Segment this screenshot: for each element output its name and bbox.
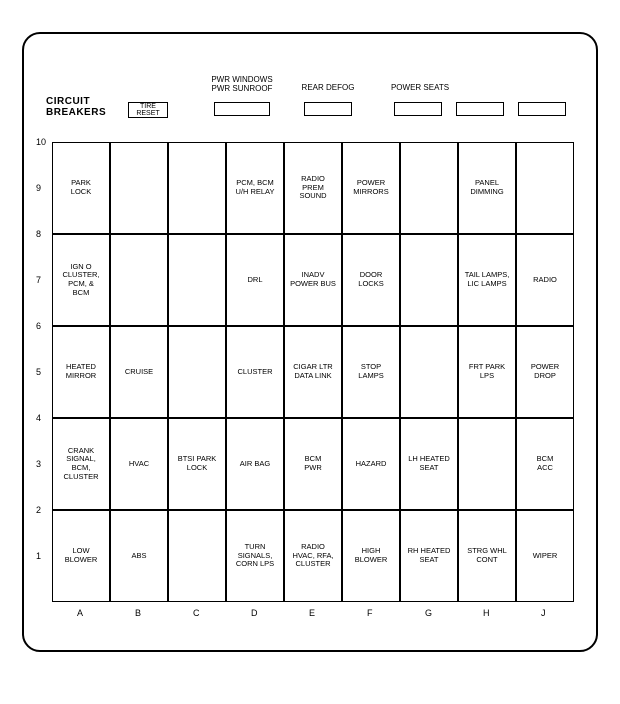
row-label: 7	[36, 275, 41, 285]
fuse-cell: CLUSTER	[226, 326, 284, 418]
fuse-cell: RADIO HVAC, RFA, CLUSTER	[284, 510, 342, 602]
col-label: G	[425, 608, 432, 618]
col-label: E	[309, 608, 315, 618]
breaker-box	[304, 102, 352, 116]
row-label: 4	[36, 413, 41, 423]
fuse-cell: POWER MIRRORS	[342, 142, 400, 234]
breaker-caption: REAR DEFOG	[300, 84, 356, 93]
fuse-cell: CRANK SIGNAL, BCM, CLUSTER	[52, 418, 110, 510]
fuse-cell: FRT PARK LPS	[458, 326, 516, 418]
fuse-cell: HEATED MIRROR	[52, 326, 110, 418]
fuse-cell	[168, 234, 226, 326]
row-label: 6	[36, 321, 41, 331]
row-label: 10	[36, 137, 46, 147]
row-label: 2	[36, 505, 41, 515]
breaker-caption: PWR WINDOWS PWR SUNROOF	[210, 76, 274, 94]
fuse-cell: RADIO PREM SOUND	[284, 142, 342, 234]
fuse-cell	[400, 234, 458, 326]
fuse-cell	[400, 326, 458, 418]
fuse-cell: PCM, BCM U/H RELAY	[226, 142, 284, 234]
fuse-cell: CRUISE	[110, 326, 168, 418]
row-label: 3	[36, 459, 41, 469]
breaker-caption: POWER SEATS	[390, 84, 450, 93]
fuse-cell: DRL	[226, 234, 284, 326]
header-area: CIRCUIT BREAKERS TIRE RESET PWR WINDOWS …	[24, 34, 596, 134]
circuit-breakers-label: CIRCUIT BREAKERS	[46, 96, 106, 118]
fuse-cell: STOP LAMPS	[342, 326, 400, 418]
fuse-cell: IGN O CLUSTER, PCM, & BCM	[52, 234, 110, 326]
fuse-cell: LOW BLOWER	[52, 510, 110, 602]
fuse-cell	[458, 418, 516, 510]
row-label: 8	[36, 229, 41, 239]
fuse-cell: DOOR LOCKS	[342, 234, 400, 326]
fuse-cell: CIGAR LTR DATA LINK	[284, 326, 342, 418]
col-label: H	[483, 608, 490, 618]
breaker-box	[214, 102, 270, 116]
col-label: J	[541, 608, 546, 618]
row-label: 9	[36, 183, 41, 193]
breaker-box	[394, 102, 442, 116]
fuse-cell: WIPER	[516, 510, 574, 602]
row-label: 1	[36, 551, 41, 561]
fuse-cell: BTSI PARK LOCK	[168, 418, 226, 510]
fuse-grid: PARK LOCK PCM, BCM U/H RELAYRADIO PREM SO…	[52, 142, 574, 612]
fuse-cell: AIR BAG	[226, 418, 284, 510]
col-label: A	[77, 608, 83, 618]
fuse-cell	[110, 234, 168, 326]
fuse-cell: ABS	[110, 510, 168, 602]
fuse-cell: HVAC	[110, 418, 168, 510]
fuse-cell: BCM ACC	[516, 418, 574, 510]
fuse-cell: TAIL LAMPS, LIC LAMPS	[458, 234, 516, 326]
fuse-cell: HAZARD	[342, 418, 400, 510]
fuse-cell	[168, 142, 226, 234]
fuse-cell: RH HEATED SEAT	[400, 510, 458, 602]
fuse-cell	[168, 326, 226, 418]
fuse-cell	[516, 142, 574, 234]
fuse-cell: PARK LOCK	[52, 142, 110, 234]
fuse-cell: STRG WHL CONT	[458, 510, 516, 602]
fuse-cell	[400, 142, 458, 234]
breaker-box	[518, 102, 566, 116]
col-label: C	[193, 608, 200, 618]
col-label: D	[251, 608, 258, 618]
col-label: B	[135, 608, 141, 618]
fuse-cell: TURN SIGNALS, CORN LPS	[226, 510, 284, 602]
fuse-panel: CIRCUIT BREAKERS TIRE RESET PWR WINDOWS …	[22, 32, 598, 652]
fuse-cell: PANEL DIMMING	[458, 142, 516, 234]
fuse-cell: LH HEATED SEAT	[400, 418, 458, 510]
fuse-cell: POWER DROP	[516, 326, 574, 418]
fuse-cell	[168, 510, 226, 602]
tire-reset-box: TIRE RESET	[128, 102, 168, 118]
fuse-cell: RADIO	[516, 234, 574, 326]
row-label: 5	[36, 367, 41, 377]
fuse-cell: INADV POWER BUS	[284, 234, 342, 326]
breaker-box	[456, 102, 504, 116]
col-label: F	[367, 608, 373, 618]
fuse-cell: BCM PWR	[284, 418, 342, 510]
fuse-cell	[110, 142, 168, 234]
fuse-cell: HIGH BLOWER	[342, 510, 400, 602]
